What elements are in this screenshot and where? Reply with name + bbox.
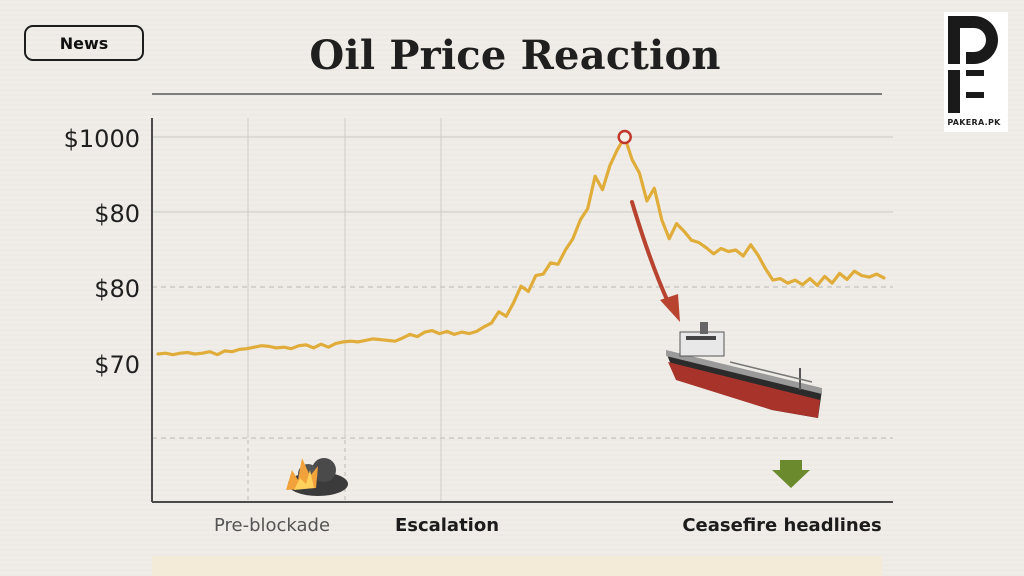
ship-pipe [729,361,813,383]
decline-arrow-head [660,294,680,322]
ship-bridge [679,331,725,357]
y-tick-label: $70 [94,351,140,379]
chart-title: Oil Price Reaction [309,32,721,79]
ship-hull-red [668,362,820,418]
bottom-caption-strip [152,556,882,576]
decline-arrow [630,200,680,322]
y-tick-label: $1000 [64,125,140,153]
peak-marker [617,129,632,145]
phase-label: Pre-blockade [214,515,330,536]
ship-deck [666,350,822,394]
logo-text: PAKERA.PK [944,113,1004,132]
ship-windows [686,336,716,340]
price-line [156,135,886,357]
tanker-ship-icon [666,322,822,418]
phase-label: Escalation [395,515,499,536]
decline-arrow-shaft [630,200,670,304]
title-divider [152,93,882,95]
ship-funnel [700,322,708,334]
pakera-logo-icon [944,12,1008,132]
smoke [312,458,336,482]
phase-label: Ceasefire headlines [682,515,881,536]
y-tick-label: $80 [94,200,140,228]
flame-core [294,470,314,490]
y-tick-label: $80 [94,275,140,303]
news-badge-button[interactable]: News [24,25,144,61]
down-arrow-icon [772,460,810,488]
explosion-icon [286,458,348,496]
